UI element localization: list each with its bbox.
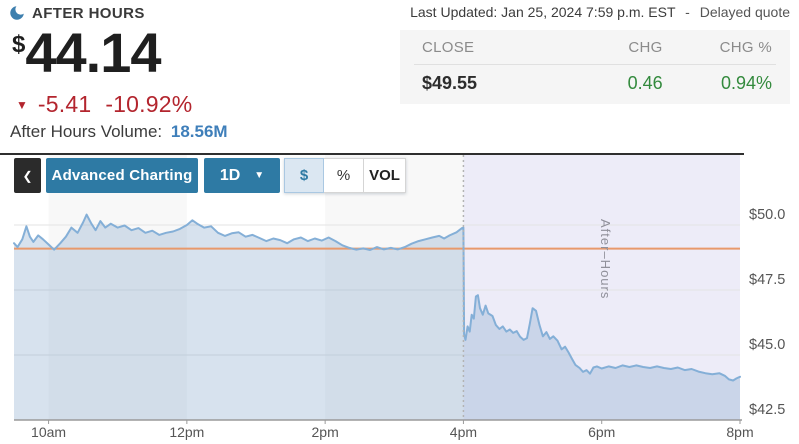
volume-value: 18.56M	[170, 122, 228, 141]
close-table-values: $49.55 0.46 0.94%	[422, 73, 772, 94]
table-divider	[414, 64, 776, 65]
session-indicator: AFTER HOURS	[8, 4, 145, 22]
advanced-charting-button[interactable]: Advanced Charting	[46, 158, 198, 193]
volume-row: After Hours Volume: 18.56M	[10, 122, 228, 142]
close-table: CLOSE CHG CHG % $49.55 0.46 0.94%	[400, 30, 790, 104]
delayed-quote-note: Delayed quote	[699, 4, 790, 20]
chg-pct-value: 0.94%	[720, 73, 772, 93]
currency-symbol: $	[12, 31, 26, 58]
change-percent: -10.92%	[105, 91, 193, 117]
volume-label: After Hours Volume:	[10, 122, 163, 141]
x-axis-label: 2pm	[312, 424, 339, 440]
session-stripe	[325, 155, 464, 420]
x-axis-label: 8pm	[726, 424, 753, 440]
toggle-volume[interactable]: VOL	[364, 158, 406, 193]
price-value: 44.14	[25, 21, 161, 84]
column-header-close: CLOSE	[422, 39, 475, 56]
x-axis-label: 6pm	[588, 424, 615, 440]
moon-icon	[10, 6, 24, 20]
range-selector-button[interactable]: 1D ▼	[204, 158, 280, 193]
quote-header: AFTER HOURS $ 44.14 ▼ -5.41 -10.92% Afte…	[0, 0, 799, 153]
chg-value: 0.46	[627, 73, 663, 93]
price: $ 44.14	[12, 21, 162, 84]
after-hours-label: After–Hours	[598, 219, 613, 299]
last-updated: Last Updated: Jan 25, 2024 7:59 p.m. EST…	[400, 4, 790, 20]
chevron-down-icon: ▼	[254, 170, 265, 181]
chart-widget: After–Hours 10am 12pm 2pm 4pm 6pm 8pm $50.0 $47.…	[0, 153, 799, 444]
price-line	[13, 213, 741, 382]
x-axis-label: 10am	[31, 424, 66, 440]
price-chart[interactable]: After–Hours 10am 12pm 2pm 4pm 6pm 8pm $50.0 $47.…	[0, 153, 799, 444]
range-label: 1D	[219, 166, 241, 184]
column-header-chg-pct: CHG %	[719, 39, 772, 56]
toggle-percent[interactable]: %	[324, 158, 364, 193]
back-button[interactable]: ❮	[14, 158, 41, 193]
session-label: AFTER HOURS	[32, 4, 145, 22]
after-hours-region	[463, 155, 740, 420]
toggle-dollar[interactable]: $	[284, 158, 324, 193]
chart-toolbar: ❮ Advanced Charting 1D ▼ $ % VOL	[14, 158, 406, 193]
close-table-header: CLOSE CHG CHG %	[422, 39, 772, 56]
close-value: $49.55	[422, 73, 478, 93]
unit-toggle-group: $ % VOL	[284, 158, 406, 193]
y-axis-label: $42.5	[749, 402, 785, 418]
header-right: Last Updated: Jan 25, 2024 7:59 p.m. EST…	[400, 4, 790, 104]
last-updated-text: Last Updated: Jan 25, 2024 7:59 p.m. EST	[410, 4, 676, 20]
column-header-chg: CHG	[628, 39, 663, 56]
price-change: ▼ -5.41 -10.92%	[16, 91, 192, 118]
chevron-left-icon: ❮	[22, 168, 33, 183]
down-arrow-icon: ▼	[16, 97, 28, 112]
y-axis-label: $45.0	[749, 337, 785, 353]
change-value: -5.41	[37, 91, 92, 117]
x-axis-label: 12pm	[169, 424, 204, 440]
session-stripe	[48, 155, 187, 420]
separator-dash: -	[685, 4, 690, 20]
chart-top-border	[0, 153, 744, 155]
y-axis-label: $47.5	[749, 272, 785, 288]
area-fill	[14, 214, 740, 420]
x-axis-label: 4pm	[450, 424, 477, 440]
y-axis-label: $50.0	[749, 207, 785, 223]
